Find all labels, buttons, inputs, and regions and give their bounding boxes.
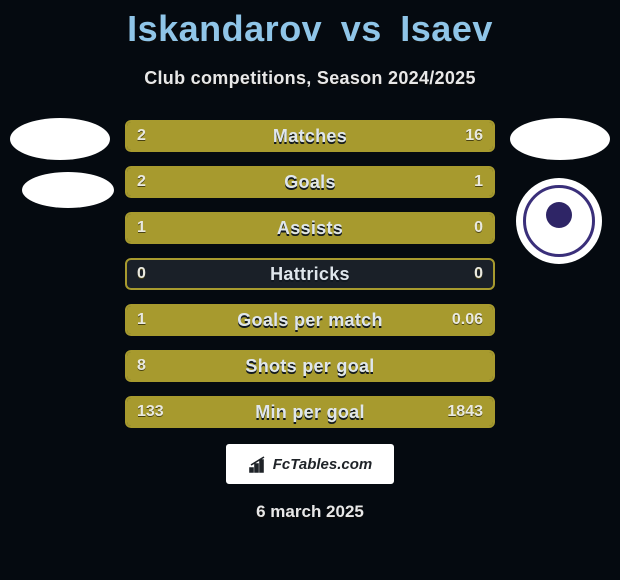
title: Iskandarov vs Isaev: [0, 0, 620, 50]
stat-row: 10.06Goals per match: [125, 304, 495, 336]
player2-club-logo: [516, 178, 602, 264]
stat-row: 10Assists: [125, 212, 495, 244]
brand-text: FcTables.com: [273, 456, 372, 473]
stat-label: Hattricks: [127, 260, 493, 288]
stats-bars: 216Matches 21Goals 10Assists 00Hattricks 10.…: [125, 120, 495, 442]
stat-label: Goals: [127, 168, 493, 196]
stat-row: 21Goals: [125, 166, 495, 198]
club-crest-icon: [523, 185, 595, 257]
stat-label: Goals per match: [127, 306, 493, 334]
brand-box[interactable]: FcTables.com: [226, 444, 394, 484]
title-vs: vs: [341, 8, 382, 49]
subtitle: Club competitions, Season 2024/2025: [0, 68, 620, 89]
stat-row: 1331843Min per goal: [125, 396, 495, 428]
stat-label: Shots per goal: [127, 352, 493, 380]
stat-label: Matches: [127, 122, 493, 150]
player1-badge-1: [10, 118, 110, 160]
date: 6 march 2025: [0, 502, 620, 522]
player2-name: Isaev: [400, 8, 493, 49]
stat-label: Assists: [127, 214, 493, 242]
player1-name: Iskandarov: [127, 8, 322, 49]
stat-row: 216Matches: [125, 120, 495, 152]
player2-badge-1: [510, 118, 610, 160]
comparison-infographic: Iskandarov vs Isaev Club competitions, S…: [0, 0, 620, 580]
stat-row: 8Shots per goal: [125, 350, 495, 382]
stat-label: Min per goal: [127, 398, 493, 426]
stat-row: 00Hattricks: [125, 258, 495, 290]
player1-badge-2: [22, 172, 114, 208]
brand-chart-icon: [248, 454, 268, 474]
